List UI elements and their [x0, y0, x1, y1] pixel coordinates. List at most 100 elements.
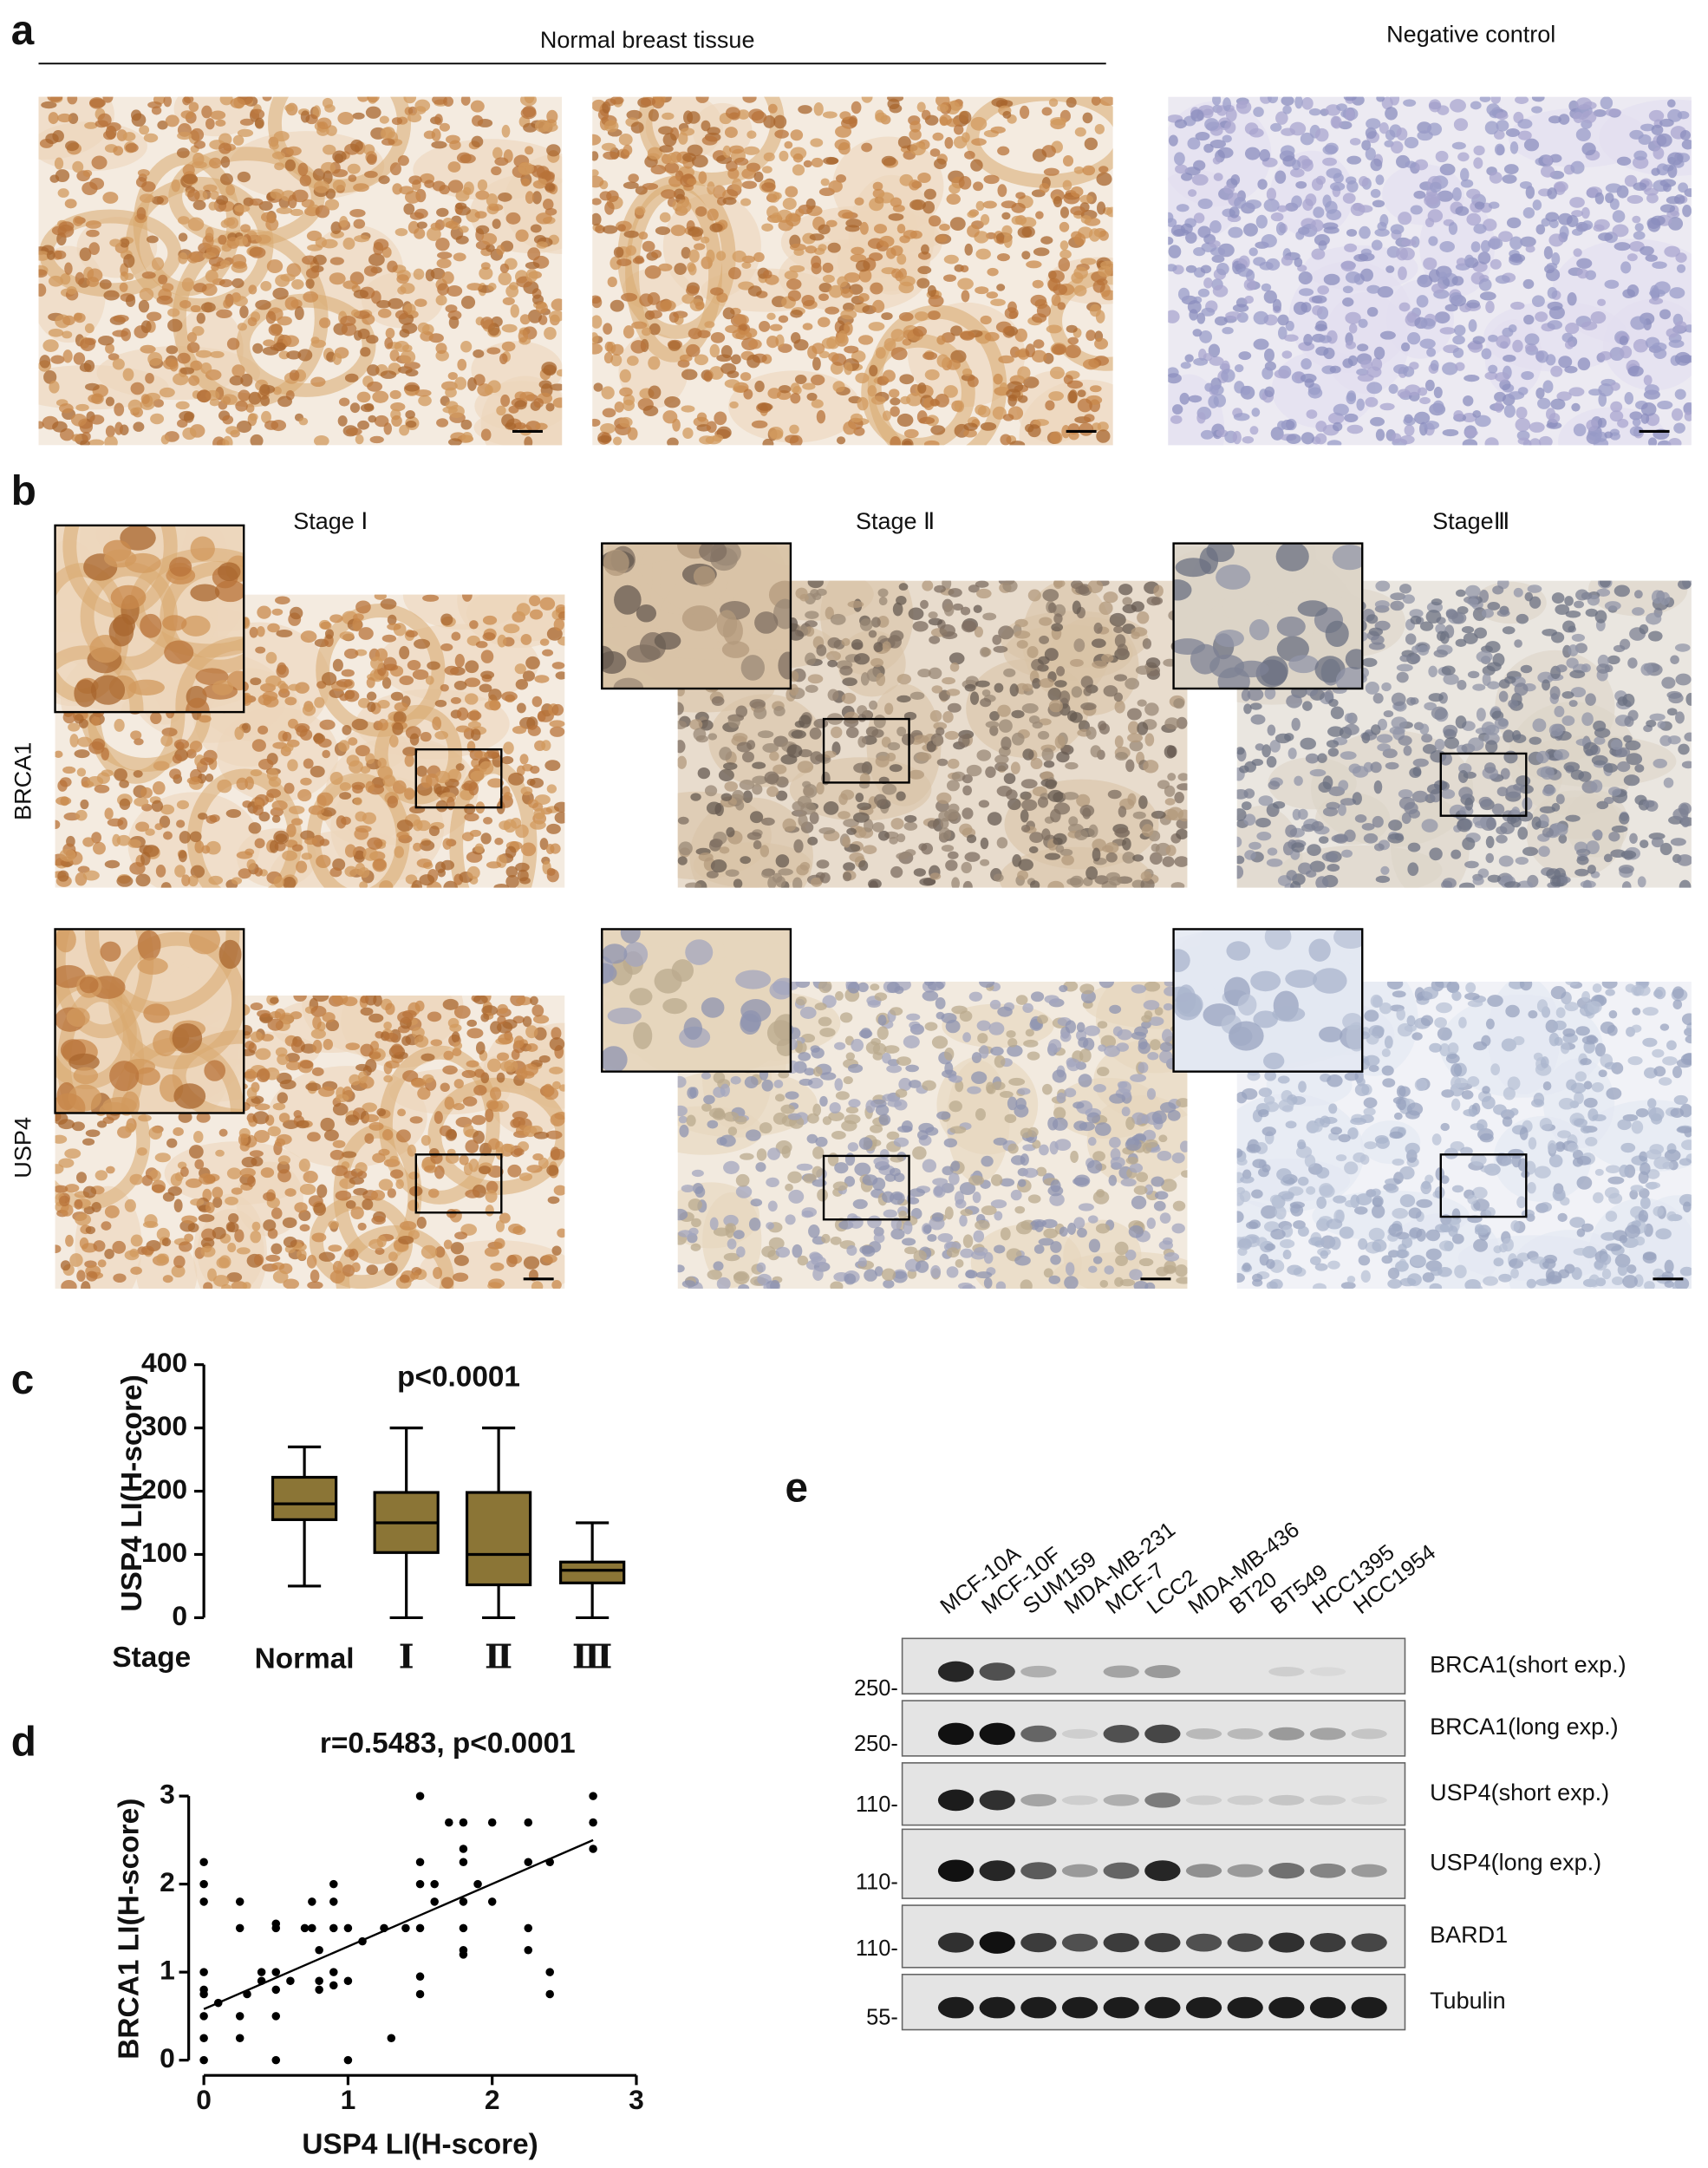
nucleus [1398, 789, 1413, 799]
nucleus [1548, 233, 1564, 247]
nucleus [687, 178, 697, 186]
nucleus [916, 278, 930, 289]
nucleus [1310, 219, 1324, 232]
nucleus [1538, 813, 1549, 828]
nucleus [1515, 417, 1531, 432]
nucleus [167, 318, 183, 332]
nucleus [353, 219, 366, 229]
nucleus [1283, 334, 1299, 342]
nucleus [1256, 831, 1272, 841]
nucleus [858, 335, 874, 345]
nucleus [746, 130, 757, 140]
nucleus [828, 180, 843, 193]
nucleus [947, 702, 962, 713]
nucleus [473, 349, 485, 358]
nucleus [461, 432, 473, 443]
nucleus [789, 683, 799, 696]
nucleus [1464, 375, 1480, 382]
nucleus [360, 347, 371, 357]
nucleus [1431, 598, 1443, 606]
nucleus [1514, 639, 1522, 648]
nucleus [521, 842, 537, 857]
nucleus [1137, 722, 1149, 735]
nucleus [971, 138, 987, 146]
nucleus [790, 382, 800, 394]
nucleus [190, 127, 205, 141]
nucleus [1361, 823, 1375, 831]
nucleus [1261, 283, 1272, 292]
nucleus [889, 103, 903, 114]
nucleus [254, 867, 264, 877]
nucleus [1311, 295, 1327, 304]
nucleus [237, 323, 247, 331]
nucleus [1576, 268, 1589, 279]
nucleus [967, 225, 980, 238]
nucleus [1077, 389, 1086, 397]
nucleus [465, 693, 479, 705]
nucleus [680, 127, 695, 136]
nucleus [332, 180, 346, 192]
nucleus [1366, 382, 1383, 395]
nucleus [79, 247, 92, 262]
nucleus [1164, 717, 1180, 730]
nucleus [1071, 271, 1084, 284]
nucleus [974, 626, 984, 638]
nucleus [1515, 856, 1529, 865]
nucleus [1244, 761, 1256, 773]
nucleus [1253, 257, 1266, 266]
nucleus [1342, 285, 1353, 294]
nucleus [1399, 584, 1412, 594]
nucleus [541, 740, 551, 752]
nucleus [216, 195, 229, 206]
nucleus [1001, 212, 1011, 220]
nucleus [461, 783, 473, 791]
nucleus [795, 208, 805, 217]
nucleus [1634, 223, 1644, 232]
nucleus [1666, 708, 1678, 716]
nucleus [1048, 270, 1065, 284]
nucleus [1573, 248, 1582, 258]
nucleus [1439, 240, 1455, 252]
nucleus [921, 842, 934, 855]
nucleus [1265, 258, 1281, 271]
nucleus [233, 204, 251, 212]
nucleus [249, 413, 258, 421]
nucleus [1605, 193, 1614, 204]
nucleus [441, 271, 454, 284]
nucleus [1113, 692, 1124, 702]
nucleus [959, 823, 973, 836]
nucleus [469, 829, 482, 837]
nucleus [919, 878, 936, 886]
nucleus [1677, 854, 1692, 866]
nucleus [1212, 284, 1229, 297]
nucleus [343, 648, 359, 659]
nucleus [1011, 709, 1025, 719]
nucleus [1585, 608, 1598, 617]
nucleus [1505, 128, 1520, 137]
nucleus [1566, 657, 1579, 669]
nucleus [1448, 222, 1458, 235]
nucleus [789, 243, 806, 251]
nucleus [1424, 194, 1439, 207]
nucleus [350, 309, 361, 317]
nucleus [767, 876, 777, 888]
nucleus [709, 223, 723, 232]
nucleus [1472, 876, 1484, 885]
nucleus [1275, 111, 1288, 125]
nucleus [1379, 122, 1389, 134]
nucleus [811, 374, 825, 386]
nucleus [741, 751, 754, 763]
nucleus [87, 268, 103, 283]
nucleus [435, 237, 450, 251]
nucleus [836, 436, 846, 445]
nucleus [432, 716, 442, 731]
nucleus [1464, 797, 1474, 811]
nucleus [1371, 239, 1383, 251]
nucleus [1428, 693, 1444, 702]
nucleus [1464, 860, 1479, 869]
nucleus [1323, 273, 1340, 285]
nucleus [1281, 145, 1295, 157]
nucleus [639, 293, 654, 307]
nucleus [773, 764, 787, 774]
nucleus [1674, 389, 1686, 400]
